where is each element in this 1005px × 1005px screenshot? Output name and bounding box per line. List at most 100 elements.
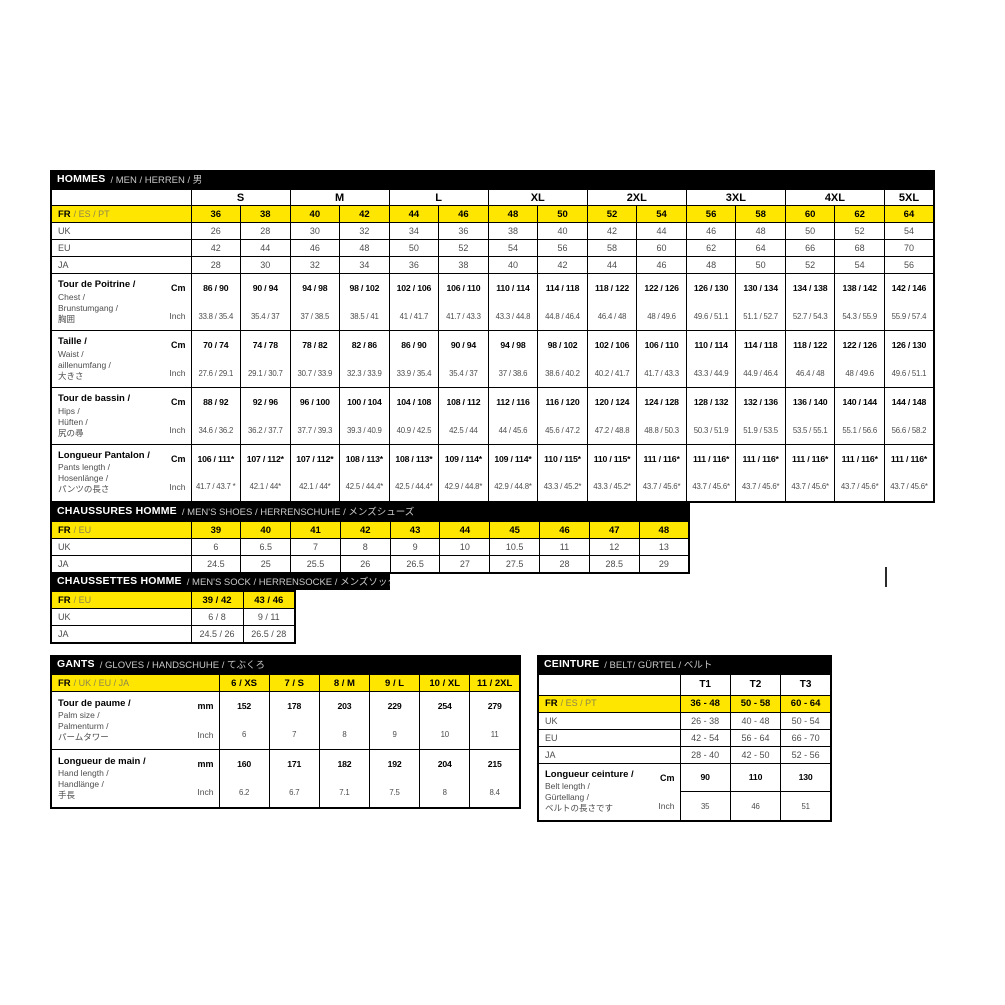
hommes-hips-secondary-value: 40.9 / 42.5 — [396, 425, 432, 435]
socks-title: CHAUSSETTES HOMME — [57, 575, 182, 587]
belt-size-value: 26 - 38 — [679, 711, 731, 730]
hommes-waist-secondary-value: 40.2 / 41.7 — [594, 368, 630, 378]
hommes-size-value: 28 — [190, 256, 242, 274]
hommes-hips-secondary-value: 37.7 / 39.3 — [297, 425, 333, 435]
socks-fr-row: FR / EU 39 / 42 43 / 46 — [50, 590, 296, 609]
hommes-chest-value-cell: 122 / 126 48 / 49.6 — [636, 273, 687, 331]
hommes-row-label: EU — [50, 239, 192, 257]
belt-belt-length-label-line: Gürtellang / — [545, 792, 589, 803]
hommes-hips-secondary-value: 42.5 / 44 — [449, 425, 478, 435]
gloves-palm-size-secondary-value: 8 — [342, 730, 347, 740]
hommes-hips-label-line: Hüften / — [58, 416, 88, 427]
hommes-hips-secondary-value: 45.6 / 47.2 — [545, 425, 580, 435]
shoes-fr-size-value: 45 — [489, 520, 541, 539]
gloves-hand-length-label-line: 手長 — [58, 789, 76, 800]
belt-belt-length-secondary-value: 51 — [801, 801, 810, 811]
belt-belt-length-label-line: Belt length / — [545, 781, 590, 792]
hommes-chest-value-cell: 90 / 94 35.4 / 37 — [240, 273, 291, 331]
gloves-palm-size-secondary-value: 10 — [440, 730, 449, 740]
belt-belt-length-value-cell: 130 51 — [780, 762, 832, 822]
gloves-title-bar: GANTS / GLOVES / HANDSCHUHE / てぶくろ — [50, 655, 521, 673]
hommes-size-value: 52 — [834, 222, 885, 240]
hommes-size-value: 44 — [586, 256, 638, 274]
hommes-chest-primary-value: 110 / 114 — [496, 283, 530, 293]
hommes-hips-value-cell: 96 / 100 37.7 / 39.3 — [289, 387, 341, 445]
hommes-fr-label-rest: / ES / PT — [73, 208, 110, 219]
hommes-chest-secondary-value: 55.9 / 57.4 — [891, 311, 927, 321]
hommes-size-value: 34 — [388, 222, 440, 240]
hommes-waist-value-cell: 114 / 118 44.9 / 46.4 — [735, 330, 786, 388]
shoes-size-value: 27.5 — [489, 555, 541, 574]
gloves-hand-length-primary-value: 160 — [237, 759, 252, 770]
hommes-fr-row-label: FR / ES / PT — [50, 205, 192, 223]
hommes-size-value: 42 — [586, 222, 638, 240]
hommes-pants-length-primary-value: 111 / 116* — [692, 453, 730, 464]
hommes-hips-label-line: 尻の尋 — [58, 427, 84, 438]
hommes-size-group-header: XL — [487, 188, 588, 206]
socks-size-value: 26.5 / 28 — [242, 625, 296, 644]
shoes-size-value: 11 — [539, 538, 590, 556]
shoes-fr-size-value: 48 — [638, 520, 690, 539]
belt-row-label: JA — [537, 745, 681, 764]
hommes-pants-length-primary-value: 107 / 112* — [296, 453, 334, 464]
socks-row-label: UK — [50, 608, 192, 626]
hommes-hips-value-cell: 108 / 112 42.5 / 44 — [438, 387, 489, 445]
socks-row-label: JA — [50, 625, 192, 644]
hommes-waist-value-cell: 106 / 110 41.7 / 43.3 — [636, 330, 687, 388]
hommes-pants-length-secondary-value: 43.3 / 45.2* — [593, 482, 631, 492]
belt-belt-length-primary-value: 110 — [731, 764, 780, 793]
hommes-chest-secondary-value: 52.7 / 54.3 — [792, 311, 828, 321]
hommes-pants-length-primary-value: 109 / 114* — [494, 453, 532, 464]
belt-belt-length-label: Longueur ceinture / Belt length / Gürtella… — [537, 762, 681, 822]
hommes-fr-size-value: 54 — [636, 205, 687, 223]
hommes-row-label: JA — [50, 256, 192, 274]
hommes-waist-primary-value: 70 / 74 — [203, 340, 229, 350]
hommes-size-value: 26 — [190, 222, 242, 240]
gloves-palm-size-primary-value: 229 — [387, 701, 402, 712]
gloves-palm-size-label-line: Tour de paume / — [58, 697, 131, 709]
hommes-title-bar: HOMMES / MEN / HERREN / 男 — [50, 170, 935, 188]
gloves-fr-row-label: FR / UK / EU / JA — [50, 673, 220, 692]
hommes-waist-primary-value: 86 / 90 — [401, 340, 427, 350]
hommes-waist-secondary-value: 43.3 / 44.9 — [693, 368, 729, 378]
gloves-hand-length-secondary-value: 7.5 — [389, 787, 400, 797]
shoes-size-value: 8 — [339, 538, 391, 556]
gloves-fr-size-value: 10 / XL — [419, 673, 471, 692]
shoes-size-value: 25.5 — [290, 555, 341, 574]
hommes-waist-secondary-value: 37 / 38.6 — [498, 368, 528, 378]
hommes-waist-primary-value: 114 / 118 — [743, 340, 778, 350]
hommes-size-value: 32 — [339, 222, 390, 240]
hommes-waist-secondary-value: 35.4 / 37 — [449, 368, 478, 378]
hommes-size-value: 52 — [784, 256, 836, 274]
hommes-waist-primary-value: 122 / 126 — [842, 340, 877, 350]
hommes-size-value: 50 — [735, 256, 786, 274]
hommes-size-group-header: 2XL — [586, 188, 687, 206]
hommes-waist-unit-secondary: Inch — [169, 368, 186, 378]
hommes-size-value: 40 — [487, 256, 539, 274]
hommes-pants-length-value-cell: 109 / 114* 42.9 / 44.8* — [438, 444, 489, 502]
hommes-size-value: 54 — [883, 222, 935, 240]
hommes-pants-length-unit-secondary: Inch — [169, 481, 186, 492]
hommes-waist-label-line: aillenumfang / — [58, 359, 111, 370]
gloves-palm-size-primary-value: 178 — [287, 701, 302, 712]
hommes-size-value: 40 — [537, 222, 588, 240]
hommes-chest-unit-secondary: Inch — [169, 311, 186, 321]
hommes-size-value: 34 — [339, 256, 390, 274]
shoes-fr-row: FR / EU 39 40 41 42 43 44 45 46 47 48 — [50, 520, 690, 539]
belt-belt-length-label-line: Longueur ceinture / — [545, 769, 634, 780]
hommes-hips-unit-primary: Cm — [170, 397, 186, 407]
hommes-chest-label-line: 胸囲 — [58, 313, 76, 324]
hommes-pants-length-secondary-value: 43.7 / 45.6* — [791, 482, 829, 492]
hommes-section: HOMMES / MEN / HERREN / 男 S M L XL 2XL 3XL 4XL… — [50, 170, 935, 503]
hommes-hips-secondary-value: 55.1 / 56.6 — [842, 425, 877, 435]
hommes-chest-value-cell: 142 / 146 55.9 / 57.4 — [883, 273, 935, 331]
gloves-palm-size-value-cell: 254 10 — [419, 691, 471, 750]
gloves-palm-size-value-cell: 152 6 — [218, 691, 270, 750]
belt-uk-row: UK 26 - 38 40 - 48 50 - 54 — [537, 711, 832, 730]
belt-size-value: 42 - 54 — [679, 728, 731, 747]
hommes-hips-primary-value: 88 / 92 — [203, 397, 229, 407]
gloves-section: GANTS / GLOVES / HANDSCHUHE / てぶくろ FR / U… — [50, 655, 521, 809]
hommes-chest-value-cell: 126 / 130 49.6 / 51.1 — [685, 273, 737, 331]
hommes-hips-value-cell: 112 / 116 44 / 45.6 — [487, 387, 539, 445]
